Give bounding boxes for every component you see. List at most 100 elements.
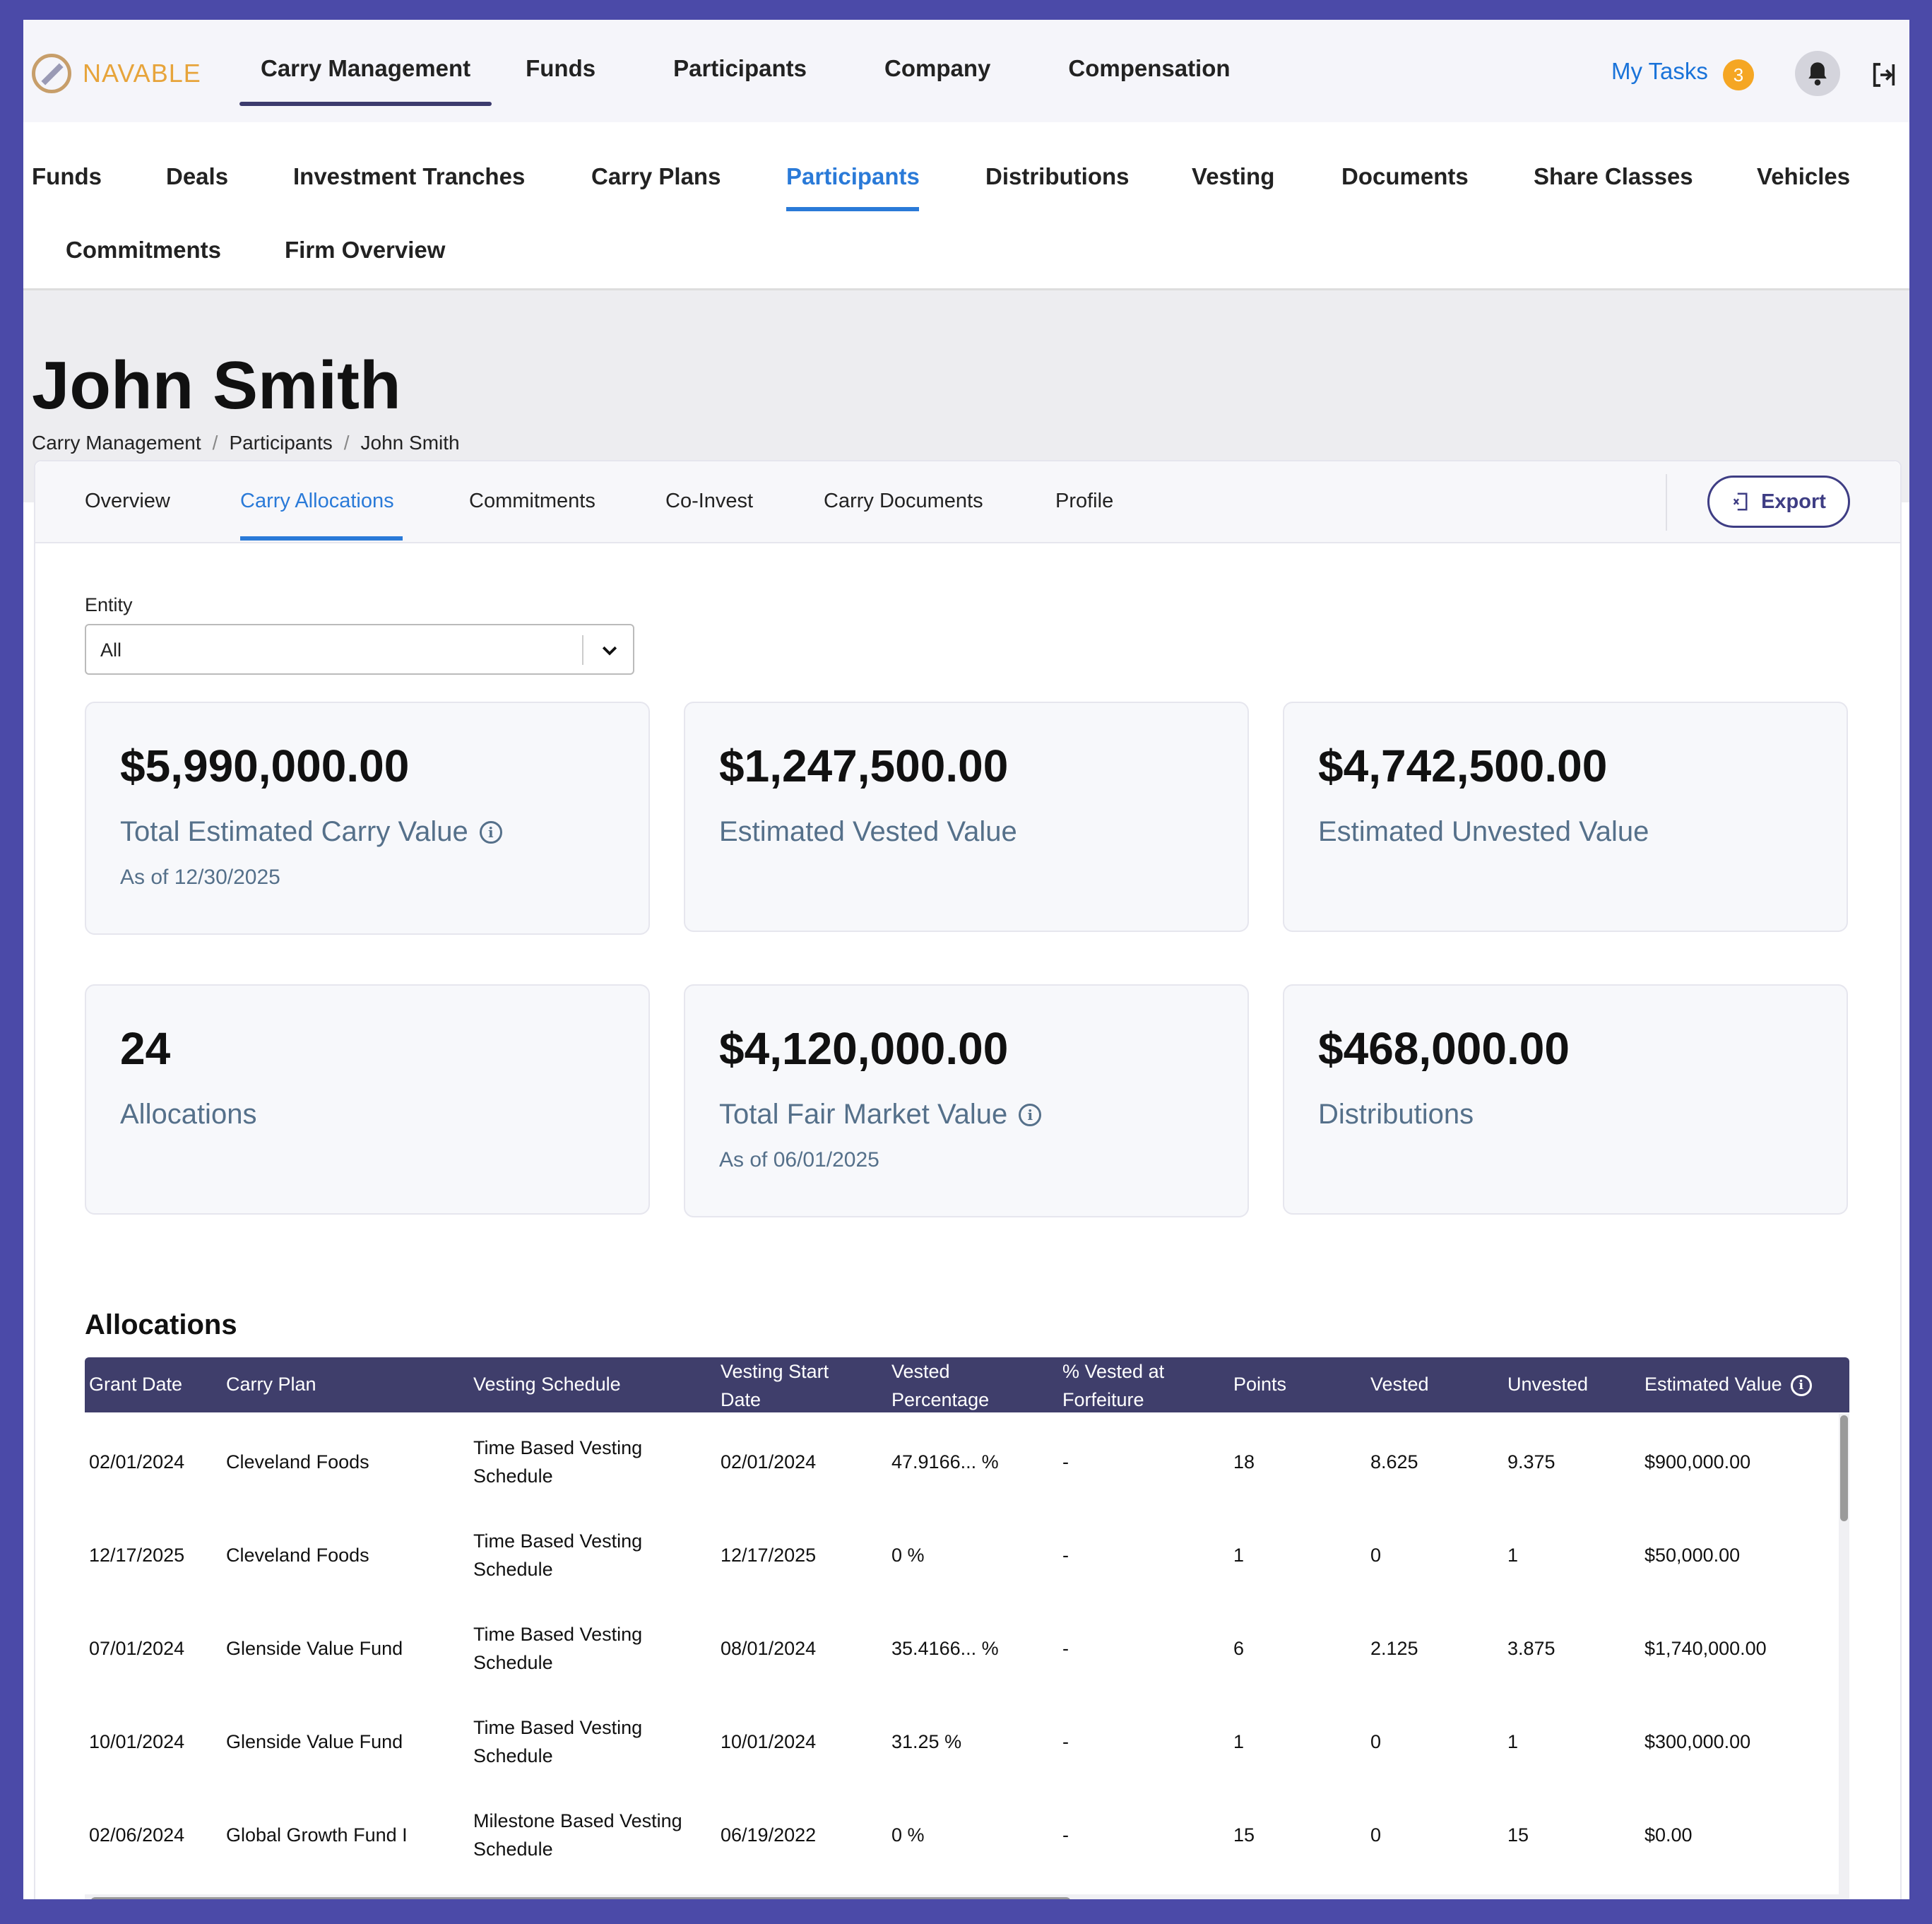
logo-icon bbox=[32, 54, 71, 93]
tab-carry-documents[interactable]: Carry Documents bbox=[824, 490, 983, 512]
table-row[interactable]: 02/06/2024 Global Growth Fund I Milestone … bbox=[85, 1788, 1835, 1882]
cell-vested-percentage: 0 % bbox=[891, 1824, 925, 1846]
table-row[interactable]: 07/01/2024 Glenside Value Fund Time Based … bbox=[85, 1602, 1835, 1695]
col-vesting-start-date[interactable]: Vesting Start Date bbox=[721, 1357, 829, 1414]
cell-points: 1 bbox=[1233, 1731, 1245, 1752]
subnav-vesting[interactable]: Vesting bbox=[1192, 163, 1275, 189]
tab-profile[interactable]: Profile bbox=[1055, 490, 1114, 512]
cell-text: Time Based Vesting bbox=[473, 1437, 643, 1458]
sub-nav: Funds Deals Investment Tranches Carry Pl… bbox=[23, 122, 1909, 290]
notifications-button[interactable] bbox=[1795, 51, 1840, 96]
cell-text: Time Based Vesting bbox=[473, 1530, 643, 1552]
info-icon[interactable]: i bbox=[1790, 1374, 1812, 1396]
card-value: 24 bbox=[120, 1023, 171, 1074]
subnav-vehicles[interactable]: Vehicles bbox=[1757, 163, 1851, 189]
main-nav-funds[interactable]: Funds bbox=[526, 55, 596, 81]
export-icon bbox=[1733, 492, 1748, 511]
main-nav-compensation[interactable]: Compensation bbox=[1068, 55, 1231, 81]
col-text: Forfeiture bbox=[1062, 1389, 1144, 1410]
subnav-deals[interactable]: Deals bbox=[166, 163, 229, 189]
cell-unvested: 1 bbox=[1507, 1545, 1519, 1566]
entity-select[interactable]: All bbox=[85, 624, 634, 675]
cell-vested-at-forfeiture: - bbox=[1062, 1824, 1069, 1846]
subnav-commitments[interactable]: Commitments bbox=[66, 237, 222, 263]
col-vesting-schedule[interactable]: Vesting Schedule bbox=[473, 1374, 621, 1395]
bell-icon bbox=[1808, 62, 1827, 85]
table-row[interactable]: 02/01/2024 Cleveland Foods Time Based Vest… bbox=[85, 1415, 1835, 1509]
logo[interactable]: NAVABLE bbox=[32, 54, 201, 93]
col-vested-percentage[interactable]: Vested Percentage bbox=[891, 1357, 989, 1414]
cell-unvested: 3.875 bbox=[1507, 1638, 1555, 1659]
subnav-funds[interactable]: Funds bbox=[32, 163, 102, 189]
cell-vesting-schedule: Time Based Vesting Schedule bbox=[473, 1620, 642, 1677]
my-tasks-link[interactable]: My Tasks bbox=[1611, 58, 1708, 84]
cell-unvested: 15 bbox=[1507, 1824, 1529, 1846]
col-estimated-value[interactable]: Estimated Value i bbox=[1644, 1370, 1812, 1398]
subnav-distributions[interactable]: Distributions bbox=[985, 163, 1130, 189]
info-icon[interactable]: i bbox=[1019, 1103, 1042, 1126]
col-grant-date[interactable]: Grant Date bbox=[89, 1374, 183, 1395]
subnav-investment-tranches[interactable]: Investment Tranches bbox=[293, 163, 526, 189]
subnav-documents[interactable]: Documents bbox=[1341, 163, 1469, 189]
breadcrumb-carry-management[interactable]: Carry Management bbox=[32, 432, 201, 454]
select-divider bbox=[582, 635, 583, 665]
scroll-thumb[interactable] bbox=[90, 1897, 1071, 1899]
col-text: Estimated Value bbox=[1644, 1374, 1782, 1395]
scroll-thumb[interactable] bbox=[1840, 1415, 1848, 1521]
main-nav-company[interactable]: Company bbox=[884, 55, 991, 81]
card-value: $5,990,000.00 bbox=[120, 740, 410, 791]
cell-vested: 2.125 bbox=[1370, 1638, 1418, 1659]
breadcrumb-participants[interactable]: Participants bbox=[229, 432, 333, 454]
card-label: Estimated Vested Value bbox=[719, 816, 1017, 847]
main-nav-participants[interactable]: Participants bbox=[673, 55, 807, 81]
cell-vested-percentage: 47.9166... % bbox=[891, 1451, 999, 1472]
cell-vested: 0 bbox=[1370, 1731, 1382, 1752]
col-points[interactable]: Points bbox=[1233, 1374, 1287, 1395]
tab-co-invest[interactable]: Co-Invest bbox=[665, 490, 754, 512]
subnav-share-classes[interactable]: Share Classes bbox=[1534, 163, 1693, 189]
card-label: Total Estimated Carry Value i bbox=[120, 816, 502, 848]
col-text: Vesting Start bbox=[721, 1361, 829, 1382]
entity-label: Entity bbox=[85, 594, 133, 615]
card-value: $468,000.00 bbox=[1318, 1023, 1570, 1074]
tab-overview[interactable]: Overview bbox=[85, 490, 170, 512]
cell-vesting-schedule: Milestone Based Vesting Schedule bbox=[473, 1807, 682, 1863]
col-text: % Vested at bbox=[1062, 1361, 1165, 1382]
cell-grant-date: 02/06/2024 bbox=[89, 1824, 185, 1846]
tab-bar: Overview Carry Allocations Commitments C… bbox=[35, 461, 1900, 543]
table-row[interactable]: 10/01/2024 Glenside Value Fund Time Based … bbox=[85, 1695, 1835, 1788]
export-button[interactable]: Export bbox=[1707, 476, 1850, 528]
chevron-down-icon[interactable] bbox=[599, 639, 620, 661]
tab-carry-allocations[interactable]: Carry Allocations bbox=[240, 490, 394, 512]
card-label-text: Total Fair Market Value bbox=[719, 1099, 1008, 1130]
cell-estimated-value: $1,740,000.00 bbox=[1644, 1638, 1767, 1659]
subnav-firm-overview[interactable]: Firm Overview bbox=[285, 237, 446, 263]
allocations-count-card: 24 Allocations bbox=[85, 984, 650, 1215]
col-unvested[interactable]: Unvested bbox=[1507, 1374, 1589, 1395]
table-row[interactable]: 12/17/2025 Cleveland Foods Time Based Vest… bbox=[85, 1509, 1835, 1602]
cell-vested-at-forfeiture: - bbox=[1062, 1638, 1069, 1659]
cell-vested: 8.625 bbox=[1370, 1451, 1418, 1472]
cell-points: 18 bbox=[1233, 1451, 1255, 1472]
cell-vested-at-forfeiture: - bbox=[1062, 1451, 1069, 1472]
subnav-carry-plans[interactable]: Carry Plans bbox=[591, 163, 721, 189]
table-header: Grant Date Carry Plan Vesting Schedule V… bbox=[85, 1357, 1849, 1412]
horizontal-scrollbar[interactable] bbox=[85, 1894, 1849, 1899]
vertical-scrollbar[interactable] bbox=[1839, 1414, 1849, 1899]
subnav-participants[interactable]: Participants bbox=[786, 163, 920, 189]
logout-icon[interactable] bbox=[1870, 61, 1898, 89]
col-vested-at-forfeiture[interactable]: % Vested at Forfeiture bbox=[1062, 1357, 1164, 1414]
cell-estimated-value: $50,000.00 bbox=[1644, 1545, 1741, 1566]
cell-grant-date: 07/01/2024 bbox=[89, 1638, 185, 1659]
breadcrumb: Carry Management / Participants / John Smith bbox=[32, 432, 460, 454]
tab-commitments[interactable]: Commitments bbox=[469, 490, 595, 512]
col-vested[interactable]: Vested bbox=[1370, 1374, 1429, 1395]
page-title: John Smith bbox=[32, 348, 401, 423]
main-nav-carry-management[interactable]: Carry Management bbox=[239, 55, 492, 106]
cell-text: Time Based Vesting bbox=[473, 1717, 643, 1738]
cell-estimated-value: $0.00 bbox=[1644, 1824, 1693, 1846]
col-carry-plan[interactable]: Carry Plan bbox=[226, 1374, 316, 1395]
cell-vesting-schedule: Time Based Vesting Schedule bbox=[473, 1527, 642, 1583]
cell-unvested: 1 bbox=[1507, 1731, 1519, 1752]
info-icon[interactable]: i bbox=[479, 820, 502, 844]
